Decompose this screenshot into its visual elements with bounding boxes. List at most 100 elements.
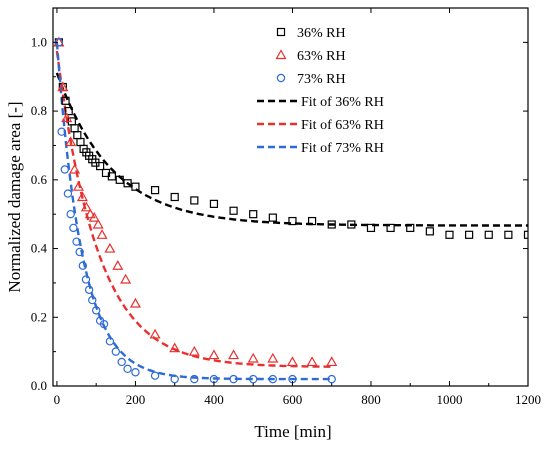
data-point — [170, 374, 179, 384]
data-point — [75, 247, 84, 257]
legend: 36% RH 63% RH 73% RH Fit of 36% RH Fit of 63… — [257, 26, 384, 156]
fit-line-fit-of-63-rh — [55, 50, 332, 368]
data-point — [96, 229, 108, 239]
data-point — [406, 223, 415, 233]
axes — [52, 7, 529, 387]
data-point — [78, 261, 88, 270]
data-point — [228, 349, 240, 360]
data-points — [53, 36, 528, 384]
data-point — [208, 349, 220, 360]
y-tick-label: 0.6 — [31, 172, 48, 187]
data-point — [61, 112, 73, 123]
data-point — [307, 216, 317, 226]
data-point — [149, 328, 161, 339]
data-point — [131, 368, 140, 377]
data-point — [268, 374, 278, 384]
data-point — [190, 196, 199, 205]
legend-item-fit-of-73-rh: Fit of 73% RH — [257, 141, 384, 156]
data-point — [327, 220, 336, 229]
data-point — [92, 218, 104, 229]
data-point — [57, 81, 69, 92]
data-point — [425, 227, 434, 236]
legend-item-36-rh: 36% RH — [276, 26, 346, 41]
data-point — [76, 137, 85, 147]
data-point — [347, 220, 356, 229]
legend-item-63-rh: 63% RH — [275, 49, 346, 64]
data-point — [61, 96, 70, 105]
y-tick-label: 0.4 — [31, 241, 48, 256]
legend-item-73-rh: 73% RH — [276, 72, 346, 87]
data-point — [445, 230, 454, 239]
y-axis-title: Normalized damage area [-] — [5, 101, 24, 292]
y-axis-ticks: 0.0 0.2 0.4 0.6 0.8 1.0 — [31, 7, 528, 393]
legend-label: 63% RH — [297, 49, 346, 64]
y-tick-label: 0.2 — [31, 309, 47, 324]
data-point — [70, 124, 79, 133]
data-point — [326, 356, 338, 367]
x-tick-label: 1200 — [515, 392, 541, 407]
fit-line-fit-of-73-rh — [55, 42, 332, 381]
x-axis-ticks: 0 200 400 600 800 1000 1200 — [54, 8, 541, 407]
data-point — [465, 230, 474, 239]
plot-frame — [52, 7, 529, 387]
data-point — [131, 182, 140, 191]
data-point — [84, 208, 96, 219]
data-point — [96, 161, 105, 171]
data-point — [105, 337, 115, 346]
y-tick-label: 0.8 — [31, 103, 47, 118]
data-point — [229, 374, 238, 384]
data-point — [84, 285, 94, 294]
data-point — [229, 206, 238, 215]
fit-curves — [55, 42, 528, 381]
x-tick-label: 1000 — [436, 392, 462, 407]
data-point — [288, 216, 297, 226]
data-point — [249, 210, 258, 219]
data-point — [107, 172, 116, 181]
data-point — [88, 211, 100, 222]
data-point — [120, 273, 132, 284]
x-tick-label: 0 — [54, 392, 61, 407]
series-36-rh — [54, 38, 528, 239]
series-73-rh — [54, 38, 336, 384]
fit-line-fit-of-36-rh — [55, 72, 528, 227]
data-point — [64, 106, 73, 116]
y-tick-label: 0.0 — [31, 378, 47, 393]
data-point — [129, 297, 141, 308]
x-tick-label: 200 — [126, 392, 146, 407]
data-point — [249, 374, 258, 384]
data-point — [286, 356, 298, 367]
legend-label: Fit of 73% RH — [301, 141, 384, 156]
x-tick-label: 400 — [204, 392, 224, 407]
data-point — [69, 223, 78, 233]
data-point — [123, 179, 132, 188]
legend-marker — [276, 27, 286, 37]
data-point — [81, 275, 91, 284]
data-point — [63, 189, 73, 198]
data-point — [117, 357, 126, 367]
data-point — [306, 356, 318, 367]
series-63-rh — [53, 36, 338, 367]
data-point — [190, 374, 199, 384]
data-point — [366, 223, 376, 233]
legend-label: 36% RH — [297, 26, 346, 41]
data-point — [112, 260, 124, 270]
data-point — [99, 319, 109, 329]
x-tick-label: 600 — [283, 392, 303, 407]
data-point — [150, 371, 160, 380]
data-point — [76, 191, 88, 202]
data-point — [247, 352, 259, 363]
data-point — [169, 342, 181, 353]
data-point — [504, 230, 513, 239]
data-point — [91, 306, 101, 315]
x-axis-title: Time [min] — [254, 422, 331, 441]
y-tick-label: 1.0 — [31, 34, 47, 49]
data-point — [523, 230, 528, 239]
legend-marker — [276, 73, 286, 83]
data-point — [123, 364, 132, 374]
data-point — [267, 352, 279, 363]
data-point — [73, 131, 82, 140]
data-point — [150, 186, 160, 195]
data-point — [111, 347, 121, 356]
data-point — [72, 180, 85, 191]
